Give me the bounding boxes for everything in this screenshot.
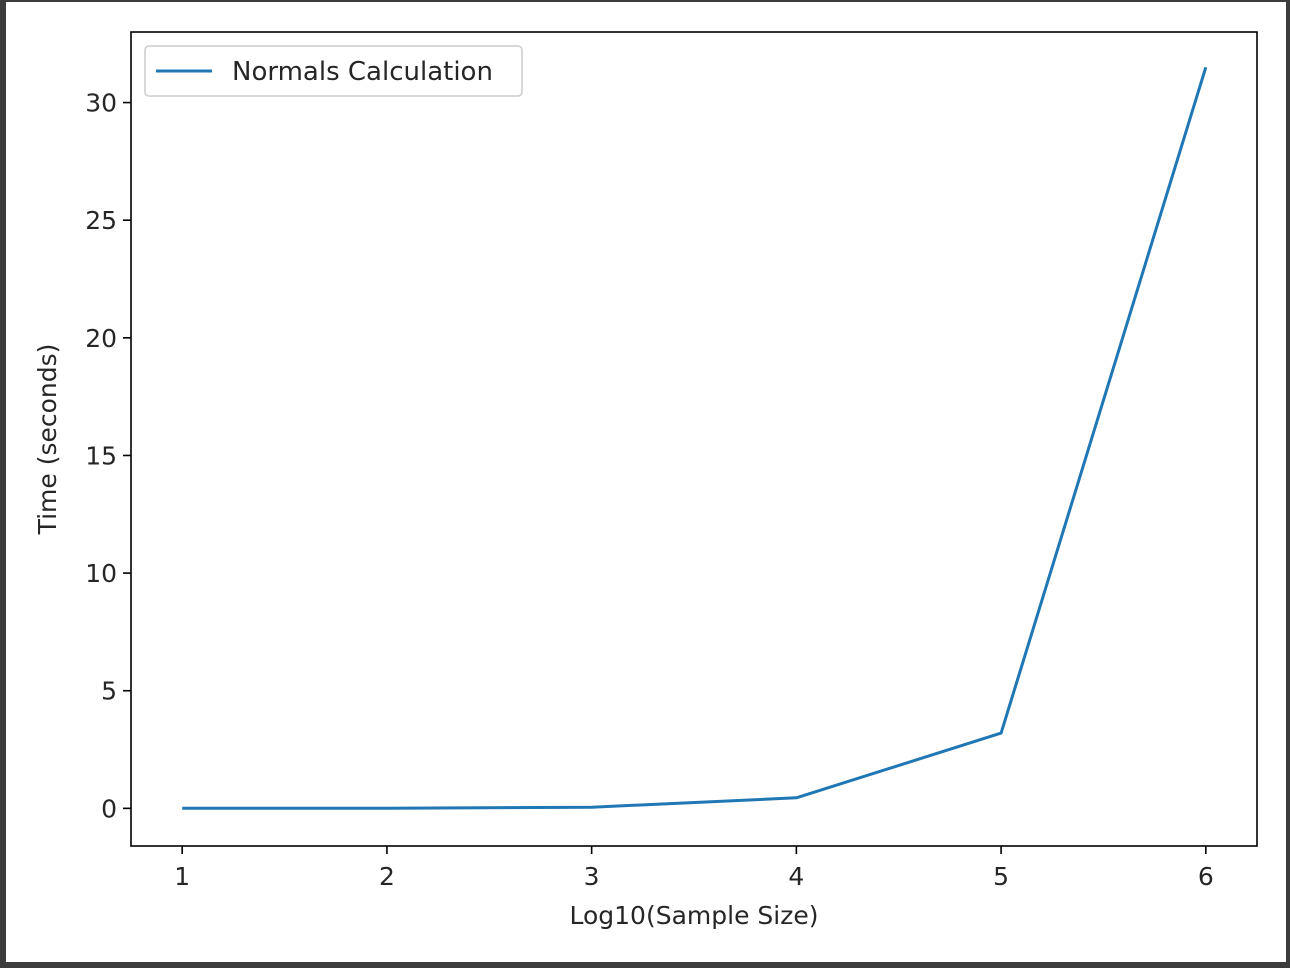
y-axis-ticks: 0 5 10 15 20 25 30: [85, 89, 131, 823]
y-tick-label: 10: [85, 559, 117, 588]
series-line: [182, 66, 1208, 810]
x-axis-label: Log10(Sample Size): [570, 901, 819, 930]
line-chart: 1 2 3 4 5 6 0 5 10 15 20 25 30 Log10(Sample Size) T…: [33, 31, 1258, 930]
y-tick-label: 20: [85, 324, 117, 353]
legend: Normals Calculation: [144, 45, 523, 97]
y-axis-label: Time (seconds): [33, 344, 62, 536]
y-tick-label: 15: [85, 441, 117, 470]
figure-canvas: 1 2 3 4 5 6 0 5 10 15 20 25 30 Log10(Sample Size) T…: [6, 2, 1286, 962]
legend-box: [144, 45, 523, 97]
x-tick-label: 5: [993, 862, 1009, 891]
x-axis-ticks: 1 2 3 4 5 6: [174, 846, 1214, 891]
plot-area: [130, 31, 1258, 847]
x-tick-label: 4: [788, 862, 804, 891]
y-tick-label: 0: [101, 794, 117, 823]
x-tick-label: 2: [379, 862, 395, 891]
y-tick-label: 5: [101, 677, 117, 706]
y-tick-label: 30: [85, 89, 117, 118]
legend-entry-label: Normals Calculation: [232, 57, 493, 87]
y-tick-label: 25: [85, 206, 117, 235]
x-tick-label: 3: [584, 862, 600, 891]
series-layer: [182, 66, 1208, 810]
x-tick-label: 6: [1198, 862, 1214, 891]
x-tick-label: 1: [174, 862, 190, 891]
